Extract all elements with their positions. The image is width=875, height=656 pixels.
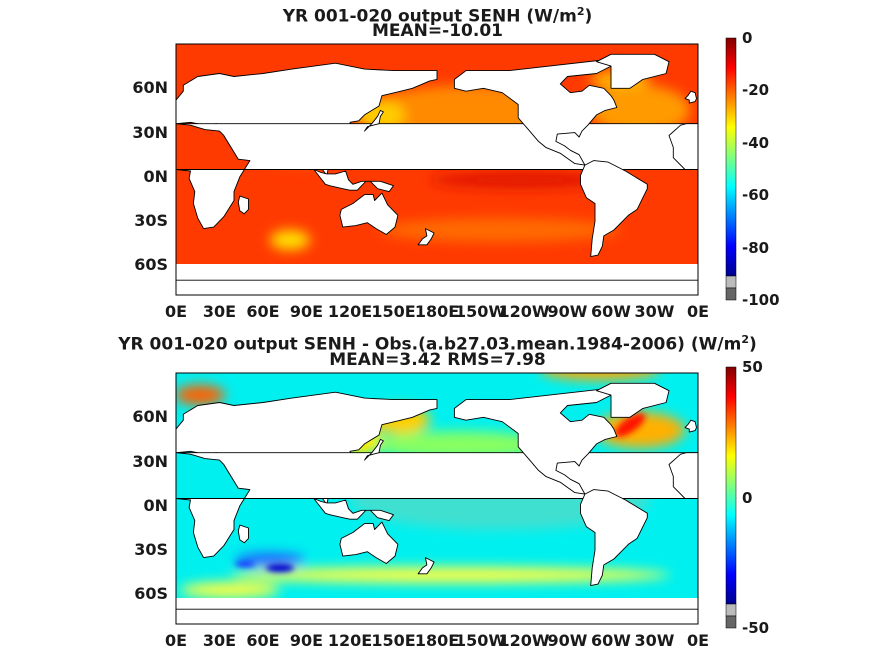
panel1-title-end: ) (584, 6, 593, 27)
panel1-colorbar-tick: -60 (742, 186, 770, 205)
panel2-colorbar (725, 366, 737, 629)
panel1-title-text: YR 001-020 output SENH (W/m (282, 6, 577, 27)
panel1-y-tick: 30N (132, 122, 168, 142)
panel1-x-tick: 30W (634, 302, 675, 321)
panel2-colorbar-tick: 50 (742, 358, 763, 376)
panel2-x-tick: 120W (498, 631, 550, 650)
panel1-frame (175, 43, 699, 296)
panel2-x-tick: 150W (454, 631, 507, 650)
panel2-x-tick: 0E (686, 631, 710, 650)
panel1-x-tick: 90W (547, 302, 588, 321)
panel1-colorbar-tick: 0 (742, 29, 753, 47)
panel2-x-tick: 30W (634, 631, 675, 650)
panel2-title-end: ) (748, 334, 757, 355)
land-greenland (596, 53, 670, 89)
panel2-y-tick: 0N (143, 495, 168, 515)
land-madagascar (237, 524, 249, 544)
land-mask-panel1 (176, 53, 698, 295)
panel2-x-tick: 60W (591, 631, 631, 650)
panel1-colorbar (725, 37, 737, 301)
land-antarctica (176, 608, 698, 624)
land-antarctica (176, 279, 698, 295)
land-westafrica (668, 123, 698, 170)
land-uk (684, 419, 697, 433)
land-samerica (580, 489, 648, 587)
panel1-y-tick: 60S (134, 255, 168, 275)
land-madagascar (237, 195, 249, 215)
panel2-colorbar-tick: -50 (742, 619, 770, 637)
panel1-x-tick: 60W (591, 302, 631, 321)
panel2-x-tick: 60E (246, 631, 280, 650)
panel1-x-tick: 0E (686, 302, 710, 321)
panel2-x-tick: 120E (327, 631, 373, 650)
land-mask-panel2 (176, 382, 698, 624)
land-greenland (596, 382, 670, 418)
land-japan (364, 438, 384, 461)
land-westafrica (668, 452, 698, 499)
panel2-x-tick: 90W (547, 631, 588, 650)
panel2-x-tick: 30E (202, 631, 237, 650)
panel2-colorbar-tick: 0 (742, 488, 753, 507)
land-indonesia (313, 498, 394, 522)
panel2-y-tick: 30S (134, 540, 168, 560)
panel1-colorbar-tick: -80 (742, 238, 770, 257)
panel1-colorbar-tick: -100 (742, 291, 780, 309)
panel1-y-tick: 60N (132, 78, 168, 98)
panel1-x-tick: 150E (371, 302, 416, 321)
panel2-y-tick: 30N (132, 451, 168, 471)
land-australia (339, 192, 399, 235)
panel1-x-tick: 180E (414, 302, 460, 321)
land-japan (364, 109, 384, 132)
panel2-y-tick: 60S (134, 584, 168, 604)
panel2-title-text: YR 001-020 output SENH - Obs.(a.b27.03.m… (118, 334, 742, 355)
land-nz (417, 557, 435, 575)
panel1-x-tick: 60E (246, 302, 280, 321)
panel2-y-tick: 60N (132, 407, 168, 427)
panel1-colorbar-tick: -20 (742, 81, 770, 100)
panel2-x-tick: 180E (414, 631, 460, 650)
panel1-title-sup: 2 (576, 5, 585, 18)
panel1-colorbar-tick: -40 (742, 133, 770, 152)
panel1-x-tick: 120E (327, 302, 373, 321)
land-indonesia (313, 169, 394, 193)
panel2-frame (175, 372, 699, 625)
panel1-subtitle: MEAN=-10.01 (372, 21, 503, 41)
panel1-x-tick: 90E (289, 302, 324, 321)
panel2-x-tick: 150E (371, 631, 416, 650)
panel1-x-tick: 0E (164, 302, 188, 321)
land-samerica (580, 160, 648, 258)
panel1-y-tick: 30S (134, 211, 168, 231)
panel1-x-tick: 30E (202, 302, 237, 321)
land-namerica (453, 384, 641, 495)
land-nz (417, 228, 435, 246)
land-uk (684, 90, 697, 104)
land-namerica (453, 55, 641, 166)
panel1-x-tick: 150W (454, 302, 507, 321)
panel2-x-tick: 90E (289, 631, 324, 650)
panel2-x-tick: 0E (164, 631, 188, 650)
panel2-title: YR 001-020 output SENH - Obs.(a.b27.03.m… (0, 330, 875, 355)
panel2-subtitle: MEAN=3.42 RMS=7.98 (329, 350, 546, 370)
panel1-x-tick: 120W (498, 302, 550, 321)
panel1-title: YR 001-020 output SENH (W/m2) (0, 2, 875, 27)
land-australia (339, 521, 399, 564)
panel2-title-sup: 2 (741, 333, 749, 346)
panel1-y-tick: 0N (143, 166, 168, 186)
